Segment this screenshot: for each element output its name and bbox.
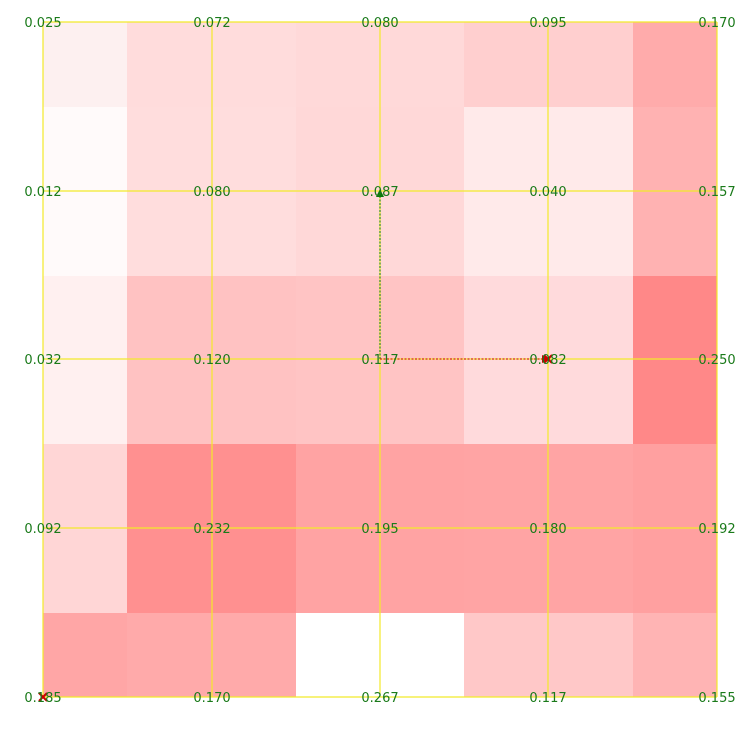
grid-value-label: 0.195 [361,522,398,537]
grid-value-label: 0.025 [24,16,61,31]
markers [38,354,553,702]
arrows [376,189,550,363]
grid-value-label: 0.012 [24,185,61,200]
grid-lines [42,21,718,698]
grid-value-label: 0.170 [698,16,735,31]
grid-value-label: 0.092 [24,522,61,537]
value-labels: 0.025 0.072 0.080 0.095 0.170 0.012 0.080 0.087… [24,16,735,706]
grid-value-label: 0.157 [698,185,735,200]
grid-value-label: 0.117 [361,353,398,368]
heatmap-cell [633,613,717,697]
grid-value-label: 0.180 [529,522,566,537]
heatmap-cell [43,276,127,444]
heatmap-cell [633,276,717,444]
grid-value-label: 0.080 [361,16,398,31]
grid-value-label: 0.117 [529,691,566,706]
grid-value-label: 0.267 [361,691,398,706]
grid-value-label: 0.032 [24,353,61,368]
grid-value-label: 0.185 [24,691,61,706]
x-marker [543,354,553,364]
grid-value-label: 0.170 [193,691,230,706]
grid-value-label: 0.072 [193,16,230,31]
grid-value-label: 0.095 [529,16,566,31]
grid-value-label: 0.080 [193,185,230,200]
x-marker [38,692,48,702]
grid-value-label: 0.120 [193,353,230,368]
grid-value-label: 0.232 [193,522,230,537]
heatmap-cell [43,613,127,697]
grid-value-label: 0.082 [529,353,566,368]
grid-value-label: 0.087 [361,185,398,200]
heatmap-cell [43,22,127,107]
grid-value-label: 0.250 [698,353,735,368]
grid-value-label: 0.040 [529,185,566,200]
grid-value-label: 0.192 [698,522,735,537]
heatmap-cell [633,22,717,107]
grid-value-label: 0.155 [698,691,735,706]
